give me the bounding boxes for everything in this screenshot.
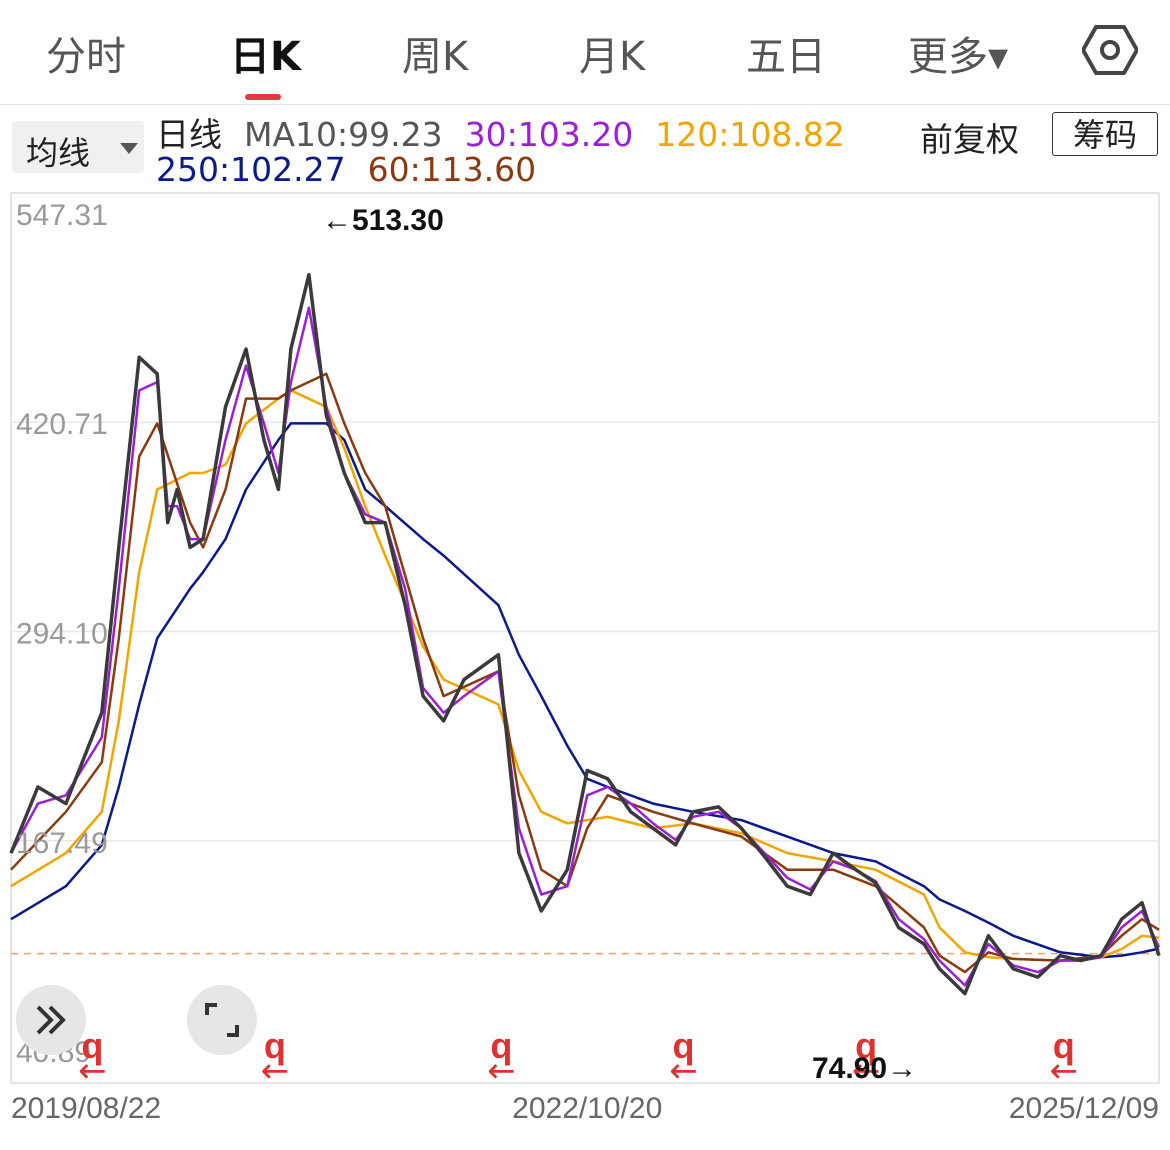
chart-grid xyxy=(11,421,1159,842)
signal-marker-arrow: ← xyxy=(852,1051,881,1091)
signal-marker-arrow: ← xyxy=(487,1051,516,1091)
signal-marker-q: q xyxy=(673,1025,695,1066)
series-line-ma250 xyxy=(10,422,1160,959)
x-axis-labels: 2019/08/22 2022/10/20 2025/12/09 xyxy=(11,1092,1159,1125)
high-price-annotation: ←513.30 xyxy=(322,204,444,237)
series-line-ma30 xyxy=(9,306,1161,987)
fullscreen-icon xyxy=(205,1003,239,1037)
signal-marker-arrow: ← xyxy=(1049,1051,1078,1091)
tab-monthly-k[interactable]: 月K xyxy=(579,34,646,80)
x-tick-label: 2022/10/20 xyxy=(512,1092,662,1125)
ma-selector-label: 均线 xyxy=(26,134,91,172)
price-annotations: ←513.30 74.90→ xyxy=(322,204,917,1085)
ma10-value: MA10:99.23 xyxy=(244,115,443,154)
ma30-value: 30:103.20 xyxy=(464,115,634,154)
series-line-price xyxy=(9,272,1161,996)
price-adjust-toggle[interactable]: 前复权 xyxy=(920,120,1019,159)
chart-frame xyxy=(10,192,1160,1084)
series-line-ma120 xyxy=(10,389,1160,962)
chart-series xyxy=(9,272,1161,996)
chevron-down-icon xyxy=(120,143,138,154)
tab-daily-k[interactable]: 日K xyxy=(230,34,301,80)
signal-marker-q: q xyxy=(1053,1025,1075,1066)
chips-button[interactable]: 筹码 xyxy=(1052,112,1158,156)
period-tabs: 分时 日K 周K 月K 五日 更多▾ xyxy=(0,0,1170,105)
signal-marker-q: q xyxy=(81,1025,103,1066)
x-tick-label: 2019/08/22 xyxy=(11,1092,161,1125)
tab-more[interactable]: 更多▾ xyxy=(908,34,1009,80)
y-tick-label: 420.71 xyxy=(16,408,108,441)
ma-legend-row-1: 日线 MA10:99.23 30:103.20 120:108.82 xyxy=(156,108,867,156)
signal-marker-q: q xyxy=(855,1025,877,1066)
signal-marker-arrow: ← xyxy=(78,1051,107,1091)
tab-five-day[interactable]: 五日 xyxy=(746,34,826,80)
y-tick-label: 547.31 xyxy=(16,199,108,232)
ma-selector-dropdown[interactable]: 均线 xyxy=(12,121,144,173)
ma120-value: 120:108.82 xyxy=(655,115,845,154)
double-chevron-right-icon xyxy=(36,1005,66,1035)
series-line-ma60 xyxy=(10,372,1160,974)
active-tab-indicator xyxy=(245,94,281,100)
signal-marker-q: q xyxy=(490,1025,512,1066)
fullscreen-button[interactable] xyxy=(187,985,257,1055)
signal-markers: q←q←q←q←q←q← xyxy=(78,1025,1078,1091)
ma60-value: 60:113.60 xyxy=(367,150,537,189)
y-tick-label: 167.49 xyxy=(16,827,108,860)
tab-weekly-k[interactable]: 周K xyxy=(402,34,469,80)
y-tick-label: 294.10 xyxy=(16,618,108,651)
ma250-value: 250:102.27 xyxy=(156,150,346,189)
settings-gear-icon[interactable] xyxy=(1082,24,1138,76)
signal-marker-arrow: ← xyxy=(669,1051,698,1091)
signal-marker-q: q xyxy=(264,1025,286,1066)
signal-marker-arrow: ← xyxy=(261,1051,290,1091)
x-tick-label: 2025/12/09 xyxy=(1009,1092,1159,1125)
low-price-annotation: 74.90→ xyxy=(812,1052,917,1085)
ma-legend-prefix: 日线 xyxy=(156,115,222,154)
tab-intraday[interactable]: 分时 xyxy=(46,34,126,80)
collapse-panel-button[interactable] xyxy=(16,985,86,1055)
ma-legend-row-2: 250:102.27 60:113.60 xyxy=(156,150,558,189)
